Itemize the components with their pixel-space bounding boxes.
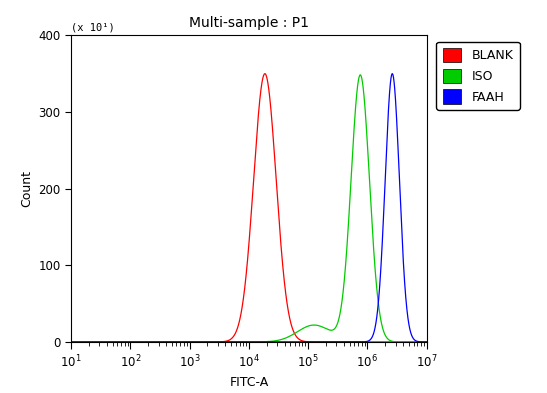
X-axis label: FITC-A: FITC-A bbox=[229, 376, 269, 389]
Text: (x 10¹): (x 10¹) bbox=[71, 22, 115, 32]
Title: Multi-sample : P1: Multi-sample : P1 bbox=[189, 16, 309, 30]
Y-axis label: Count: Count bbox=[20, 170, 33, 207]
Legend: BLANK, ISO, FAAH: BLANK, ISO, FAAH bbox=[437, 42, 520, 110]
